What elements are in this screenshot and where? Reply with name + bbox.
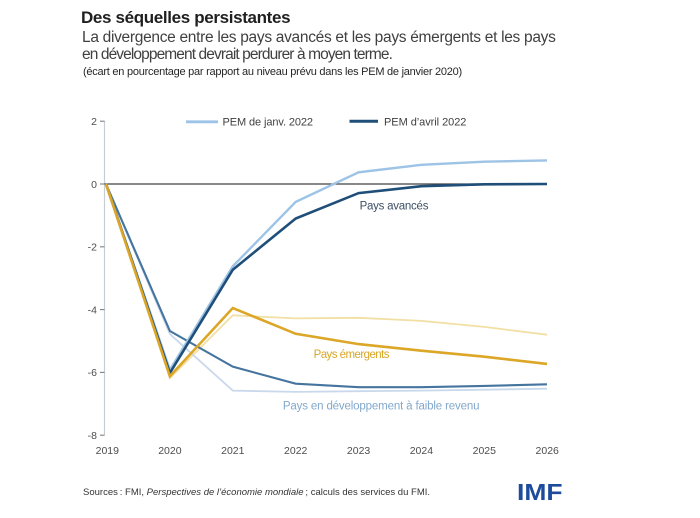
svg-text:PEM d’avril 2022: PEM d’avril 2022 bbox=[384, 117, 466, 129]
svg-text:0: 0 bbox=[91, 179, 97, 191]
svg-text:Pays en développement à faible: Pays en développement à faible revenu bbox=[283, 400, 479, 412]
svg-text:2023: 2023 bbox=[347, 445, 371, 457]
svg-text:2025: 2025 bbox=[473, 445, 497, 457]
svg-text:2021: 2021 bbox=[221, 445, 245, 457]
svg-text:2020: 2020 bbox=[158, 445, 182, 457]
svg-text:2: 2 bbox=[91, 116, 97, 128]
svg-text:2019: 2019 bbox=[96, 445, 120, 457]
svg-text:-8: -8 bbox=[88, 430, 97, 442]
svg-text:Pays avancés: Pays avancés bbox=[360, 200, 429, 212]
svg-text:-6: -6 bbox=[88, 367, 97, 379]
svg-text:2024: 2024 bbox=[410, 445, 434, 457]
svg-text:PEM de janv. 2022: PEM de janv. 2022 bbox=[223, 117, 313, 129]
svg-text:-4: -4 bbox=[88, 304, 97, 316]
svg-text:2026: 2026 bbox=[536, 445, 560, 457]
svg-text:Pays émergents: Pays émergents bbox=[314, 349, 390, 361]
svg-text:2022: 2022 bbox=[284, 445, 308, 457]
svg-text:-2: -2 bbox=[88, 242, 97, 254]
